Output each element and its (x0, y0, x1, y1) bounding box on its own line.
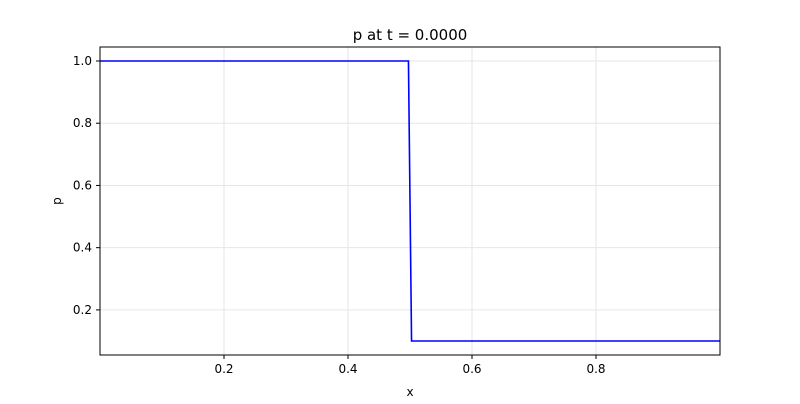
y-tick-label: 0.4 (73, 241, 92, 255)
x-ticks: 0.2 0.4 0.6 0.8 (214, 355, 606, 376)
series-layer (100, 60, 720, 342)
axes-frame (99, 46, 721, 356)
series-line (100, 60, 720, 342)
x-tick-label: 0.2 (214, 362, 233, 376)
y-ticks: 0.2 0.4 0.6 0.8 1.0 (73, 54, 100, 317)
x-tick-label: 0.4 (338, 362, 357, 376)
y-tick-label: 0.2 (73, 303, 92, 317)
x-tick-label: 0.6 (462, 362, 481, 376)
x-tick-label: 0.8 (586, 362, 605, 376)
x-axis-label: x (406, 385, 413, 399)
y-tick-label: 0.8 (73, 116, 92, 130)
y-tick-label: 1.0 (73, 54, 92, 68)
y-axis-label: p (50, 197, 64, 205)
chart-title: p at t = 0.0000 (353, 26, 468, 44)
y-tick-label: 0.6 (73, 178, 92, 192)
